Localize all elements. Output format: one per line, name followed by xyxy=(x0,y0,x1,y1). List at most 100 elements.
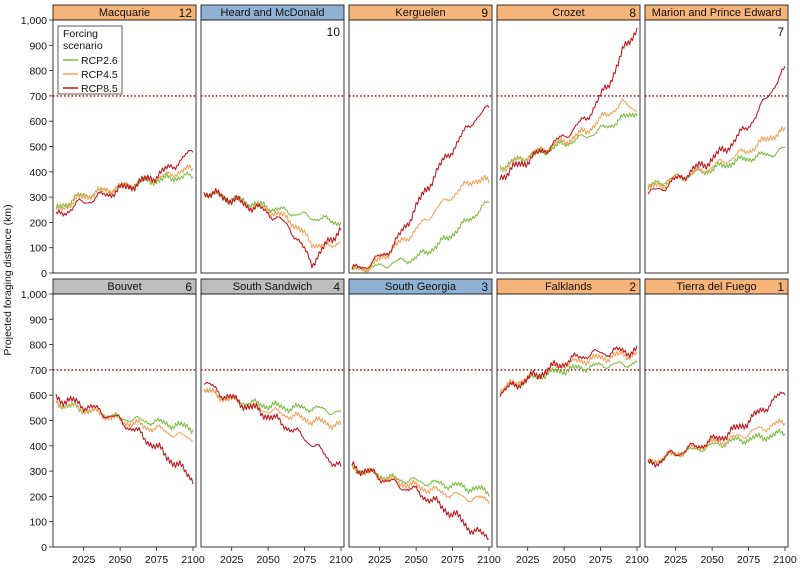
panel-south-georgia: South Georgia 3 2025 2050 2075 2100 xyxy=(348,278,501,566)
panel-title: Bouvet xyxy=(107,281,141,293)
y-tick-label: 400 xyxy=(29,441,47,453)
series-rcp45 xyxy=(499,98,638,173)
panel-tierra-del-fuego: Tierra del Fuego 1 2025 2050 2075 2100 xyxy=(644,278,797,566)
panel-rank: 2 xyxy=(629,280,636,294)
x-tick-label: 2100 xyxy=(181,554,205,566)
panel-title: South Georgia xyxy=(385,281,457,293)
series-rcp45 xyxy=(351,174,490,273)
y-tick-label: 300 xyxy=(29,466,47,478)
panel-rank: 10 xyxy=(327,25,341,39)
x-tick-label: 2100 xyxy=(625,554,649,566)
x-tick-label: 2075 xyxy=(145,554,169,566)
legend-label-rcp85: RCP8.5 xyxy=(81,83,118,95)
series-rcp85 xyxy=(203,187,342,269)
panel-rank: 7 xyxy=(777,25,784,39)
x-tick-label: 2050 xyxy=(700,554,724,566)
panel-rank: 6 xyxy=(185,280,192,294)
x-tick-label: 2075 xyxy=(293,554,317,566)
y-tick-label: 200 xyxy=(29,217,47,229)
series-rcp85 xyxy=(647,65,786,195)
y-tick-label: 200 xyxy=(29,491,47,503)
series-rcp26 xyxy=(55,171,194,209)
y-axis-label: Projected foraging distance (km) xyxy=(2,204,14,355)
panel-kerguelen: Kerguelen 9 xyxy=(348,4,493,274)
legend-title-line1: Forcing xyxy=(63,28,98,40)
y-tick-label: 400 xyxy=(29,167,47,179)
panel-rank: 4 xyxy=(333,280,340,294)
x-tick-label: 2100 xyxy=(477,554,501,566)
plot-frame xyxy=(348,293,493,548)
series-rcp45 xyxy=(55,164,194,211)
x-tick-label: 2025 xyxy=(664,554,688,566)
x-tick-label: 2025 xyxy=(220,554,244,566)
panel-rank: 1 xyxy=(777,280,784,294)
y-tick-label: 1,000 xyxy=(21,289,47,301)
x-tick-label: 2075 xyxy=(737,554,761,566)
plot-frame xyxy=(644,19,789,274)
x-tick-label: 2050 xyxy=(552,554,576,566)
y-tick-label: 800 xyxy=(29,340,47,352)
panel-marion-and-prince-edward: Marion and Prince Edward 7 xyxy=(644,4,789,274)
panel-rank: 9 xyxy=(481,6,488,20)
series-rcp26 xyxy=(647,146,786,188)
plot-frame xyxy=(644,293,789,548)
x-tick-label: 2100 xyxy=(329,554,353,566)
legend-title-line2: scenario xyxy=(63,40,103,52)
x-tick-label: 2050 xyxy=(256,554,280,566)
y-tick-label: 0 xyxy=(41,542,47,554)
series-rcp85 xyxy=(499,345,638,397)
panel-crozet: Crozet 8 xyxy=(496,4,641,274)
x-tick-label: 2025 xyxy=(516,554,540,566)
series-rcp85 xyxy=(647,391,786,468)
panel-grid: Macquarie 1201002003004005006007008009001… xyxy=(21,4,797,566)
series-rcp26 xyxy=(647,428,786,465)
y-tick-label: 700 xyxy=(29,91,47,103)
y-tick-label: 0 xyxy=(41,268,47,280)
series-rcp85 xyxy=(55,149,194,217)
plot-frame xyxy=(496,293,641,548)
legend-label-rcp26: RCP2.6 xyxy=(81,55,118,67)
panel-title: Falklands xyxy=(545,281,593,293)
x-tick-label: 2075 xyxy=(441,554,465,566)
plot-frame xyxy=(52,293,197,548)
series-rcp26 xyxy=(351,200,490,274)
y-tick-label: 300 xyxy=(29,192,47,204)
legend-label-rcp45: RCP4.5 xyxy=(81,69,118,81)
y-tick-label: 100 xyxy=(29,243,47,255)
panel-macquarie: Macquarie 12 0 100 200 300 400 500 600 700 800 900 1… xyxy=(21,4,197,280)
y-tick-label: 600 xyxy=(29,390,47,402)
series-rcp45 xyxy=(499,350,638,395)
y-tick-label: 700 xyxy=(29,365,47,377)
y-tick-label: 100 xyxy=(29,517,47,529)
series-rcp26 xyxy=(55,401,194,434)
plot-frame xyxy=(496,19,641,274)
plot-frame xyxy=(200,293,345,548)
legend: Forcing scenario RCP2.6 RCP4.5 RCP8.5 xyxy=(57,25,123,95)
series-rcp85 xyxy=(351,460,490,540)
panel-title: South Sandwich xyxy=(233,281,313,293)
panel-title: Marion and Prince Edward xyxy=(652,7,782,19)
y-tick-label: 500 xyxy=(29,416,47,428)
series-rcp45 xyxy=(55,399,194,443)
panel-rank: 3 xyxy=(481,280,488,294)
panel-title: Crozet xyxy=(552,7,584,19)
y-tick-label: 900 xyxy=(29,314,47,326)
plot-frame xyxy=(200,19,345,274)
panel-rank: 8 xyxy=(629,6,636,20)
panel-title: Macquarie xyxy=(99,7,150,19)
x-tick-label: 2050 xyxy=(404,554,428,566)
x-tick-label: 2075 xyxy=(589,554,613,566)
x-tick-label: 2025 xyxy=(368,554,392,566)
x-tick-label: 2100 xyxy=(773,554,797,566)
series-rcp45 xyxy=(203,387,342,431)
panel-rank: 12 xyxy=(179,6,193,20)
plot-frame xyxy=(348,19,493,274)
series-rcp45 xyxy=(647,126,786,191)
series-rcp85 xyxy=(351,104,490,270)
panel-south-sandwich: South Sandwich 4 2025 2050 2075 2100 xyxy=(200,278,353,566)
y-tick-label: 900 xyxy=(29,40,47,52)
series-rcp45 xyxy=(647,418,786,465)
series-rcp26 xyxy=(203,190,342,227)
